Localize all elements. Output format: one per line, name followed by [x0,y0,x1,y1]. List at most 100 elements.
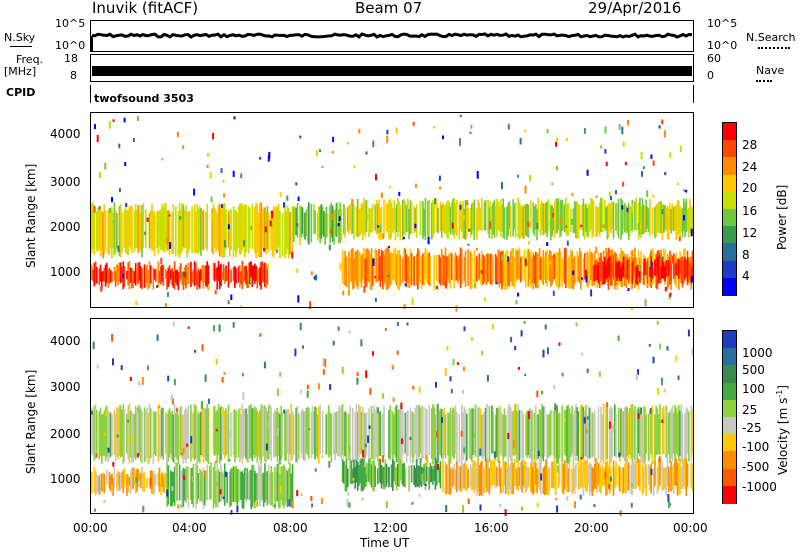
heatmap-cell [686,208,689,231]
heatmap-cell [466,413,468,461]
heatmap-cell [363,412,365,464]
heatmap-cell [433,406,436,459]
heatmap-cell [197,411,200,462]
heatmap-cell [373,405,375,460]
heatmap-cell [572,208,575,234]
heatmap-cell [355,404,358,465]
heatmap-speckle [184,272,187,278]
heatmap-cell [161,204,163,250]
nave-legend-dots [756,80,772,82]
power-ytick-4000: 4000 [50,127,81,141]
heatmap-speckle [200,401,203,409]
heatmap-speckle [361,498,364,501]
heatmap-speckle [642,166,645,170]
heatmap-cell [620,198,622,240]
heatmap-cell [158,270,161,283]
heatmap-cell [474,462,477,490]
heatmap-cell [672,257,675,275]
heatmap-cell [604,256,606,285]
heatmap-cell [236,212,239,252]
heatmap-cell [270,466,272,505]
heatmap-cell [118,405,121,456]
heatmap-speckle [191,476,194,482]
heatmap-cell [129,205,132,250]
heatmap-cell [284,202,286,259]
heatmap-cell [462,464,464,488]
heatmap-cell [191,467,193,505]
heatmap-speckle [455,305,458,312]
heatmap-speckle [631,306,633,311]
heatmap-cell [419,201,422,236]
heatmap-cell [241,403,244,464]
heatmap-cell [221,414,224,455]
heatmap-speckle [232,170,235,177]
heatmap-cell [325,414,328,455]
heatmap-speckle [424,483,427,487]
heatmap-speckle [339,263,342,271]
heatmap-cell [277,412,280,457]
heatmap-cell [586,414,589,464]
heatmap-speckle [296,268,299,273]
heatmap-cell [491,405,493,454]
heatmap-speckle [451,222,454,229]
heatmap-speckle [598,469,601,473]
heatmap-cell [659,201,661,234]
heatmap-cell [383,254,385,285]
heatmap-cell [684,412,686,464]
heatmap-cell [654,259,656,276]
heatmap-cell [627,412,630,459]
heatmap-cell [92,202,94,250]
heatmap-cell [487,458,489,493]
heatmap-speckle [209,172,212,179]
heatmap-speckle [427,236,430,245]
heatmap-speckle [107,447,110,453]
heatmap-cell [349,405,352,461]
heatmap-speckle [220,168,223,173]
heatmap-cell [235,210,237,258]
heatmap-cell [227,261,230,288]
heatmap-cell [656,466,659,494]
heatmap-speckle [444,367,447,376]
heatmap-speckle [529,174,531,182]
heatmap-speckle [521,506,524,511]
heatmap-cell [303,411,305,461]
heatmap-speckle [183,475,185,480]
heatmap-cell [245,265,247,285]
heatmap-cell [533,458,536,494]
heatmap-cell [459,465,462,492]
heatmap-cell [373,460,375,492]
heatmap-cell [129,470,132,494]
heatmap-cell [107,209,109,255]
heatmap-cell [481,460,483,496]
heatmap-cell [526,466,528,491]
heatmap-cell [354,466,357,489]
heatmap-speckle [685,190,688,193]
heatmap-cell [679,205,681,239]
heatmap-cell [442,412,444,461]
heatmap-cell [351,408,354,463]
heatmap-speckle [365,151,368,155]
heatmap-speckle [223,240,226,248]
heatmap-cell [375,199,378,235]
heatmap-cell [395,404,398,463]
heatmap-speckle [674,429,677,434]
heatmap-cell [393,461,395,481]
heatmap-cell [380,249,383,282]
heatmap-cell [193,404,196,461]
heatmap-cell [635,460,637,489]
heatmap-cell [109,207,112,248]
heatmap-cell [650,408,653,454]
heatmap-cell [257,463,260,500]
heatmap-speckle [98,171,101,179]
heatmap-speckle [435,382,437,388]
heatmap-cell [690,462,693,489]
heatmap-cell [415,405,418,461]
heatmap-speckle [330,228,333,234]
heatmap-cell [304,212,306,240]
heatmap-speckle [276,431,279,437]
heatmap-cell [123,265,126,287]
heatmap-speckle [566,240,569,246]
heatmap-speckle [132,137,135,142]
heatmap-cell [610,405,612,463]
heatmap-speckle [233,116,236,120]
